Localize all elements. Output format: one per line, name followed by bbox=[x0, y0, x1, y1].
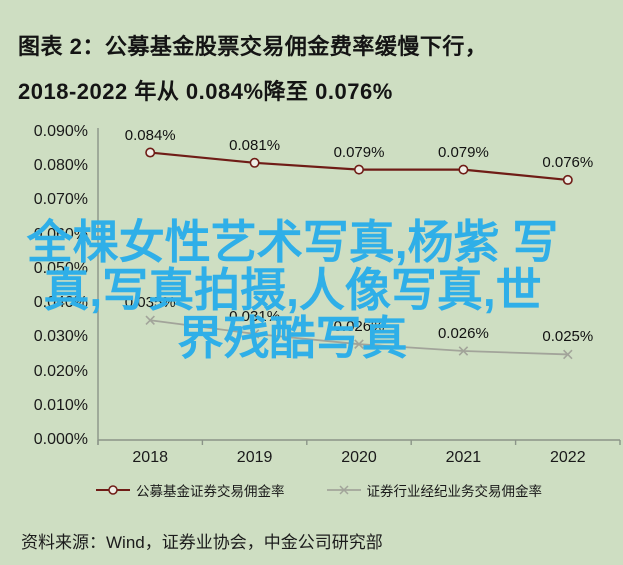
data-point-marker bbox=[249, 157, 260, 168]
chart-title-line2: 2018-2022 年从 0.084%降至 0.076% bbox=[18, 79, 393, 104]
y-axis-label: 0.070% bbox=[33, 191, 88, 209]
data-point-marker bbox=[145, 147, 156, 158]
y-axis-label: 0.010% bbox=[33, 396, 88, 414]
data-point-marker bbox=[145, 315, 155, 325]
data-label: 0.084% bbox=[124, 126, 176, 144]
source-note: 资料来源：Wind，证券业协会，中金公司研究部 bbox=[21, 533, 383, 552]
legend-item-brokerage-commission-rate: 证券行业经纪业务交易佣金率 bbox=[326, 480, 543, 500]
data-point-marker bbox=[562, 174, 573, 185]
data-label: 0.031% bbox=[229, 307, 281, 325]
data-label: 0.076% bbox=[542, 153, 594, 171]
x-axis-label: 2020 bbox=[341, 449, 377, 466]
data-label: 0.035% bbox=[124, 294, 176, 312]
data-label: 0.025% bbox=[542, 328, 594, 346]
legend-label-series2: 证券行业经纪业务交易佣金率 bbox=[366, 484, 543, 499]
data-label: 0.081% bbox=[229, 136, 281, 154]
data-point-marker bbox=[458, 164, 469, 175]
y-axis-label: 0.060% bbox=[33, 225, 88, 243]
line-circle-marker-icon bbox=[96, 485, 130, 495]
y-axis-label: 0.030% bbox=[33, 328, 88, 346]
y-axis-label: 0.020% bbox=[33, 362, 88, 380]
data-point-marker bbox=[458, 346, 469, 356]
data-label: 0.079% bbox=[437, 143, 489, 161]
watermark-line1: 全棵女性艺术写真,杨紫 写 bbox=[26, 216, 559, 268]
data-point-marker bbox=[353, 164, 364, 175]
data-point-marker bbox=[249, 329, 260, 339]
data-point-marker bbox=[563, 349, 573, 360]
x-axis-label: 2019 bbox=[236, 449, 273, 466]
data-label: 0.079% bbox=[333, 143, 385, 161]
y-axis-label: 0.090% bbox=[33, 123, 88, 140]
y-axis-label: 0.040% bbox=[33, 294, 88, 312]
chart-title-line1: 图表 2：公募基金股票交易佣金费率缓慢下行， bbox=[18, 34, 488, 59]
line-x-marker-icon bbox=[326, 485, 361, 495]
x-axis-label: 2018 bbox=[132, 449, 168, 466]
chart-title: 图表 2：公募基金股票交易佣金费率缓慢下行， 2018-2022 年从 0.08… bbox=[18, 24, 608, 114]
y-axis-label: 0.050% bbox=[33, 259, 88, 277]
watermark-line3: 界残酷写真 bbox=[177, 312, 408, 364]
y-axis-label: 0.000% bbox=[33, 431, 88, 448]
legend: 公募基金证券交易佣金率 证券行业经纪业务交易佣金率 bbox=[96, 480, 542, 500]
data-label: 0.026% bbox=[333, 318, 385, 336]
x-axis-label: 2021 bbox=[445, 449, 482, 466]
x-axis-label: 2022 bbox=[550, 449, 586, 466]
legend-item-fund-commission-rate: 公募基金证券交易佣金率 bbox=[96, 480, 285, 500]
watermark-line2: 真,写真拍摄,人像写真,世 bbox=[43, 264, 542, 316]
data-label: 0.026% bbox=[437, 325, 489, 343]
data-point-marker bbox=[354, 339, 364, 349]
watermark-text: 全棵女性艺术写真,杨紫 写 真,写真拍摄,人像写真,世 界残酷写真 bbox=[20, 218, 565, 362]
legend-label-series1: 公募基金证券交易佣金率 bbox=[136, 484, 285, 499]
y-axis-label: 0.080% bbox=[33, 157, 88, 175]
